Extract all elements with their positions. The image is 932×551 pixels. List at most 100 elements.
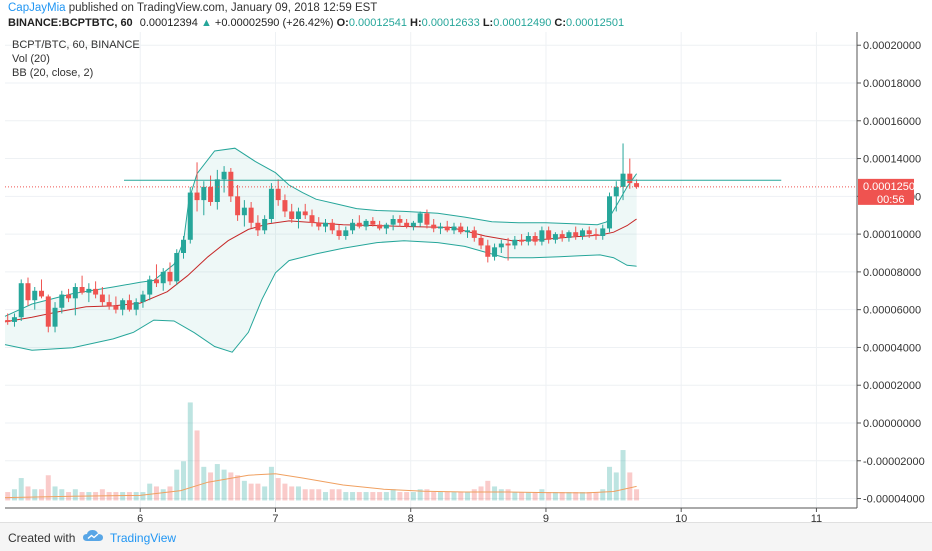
legend-bollinger[interactable]: BB (20, close, 2) <box>12 67 94 79</box>
candle-body <box>458 226 464 233</box>
volume-bar <box>383 492 389 501</box>
volume-bar <box>52 486 58 501</box>
candle-body <box>600 228 606 236</box>
volume-bar <box>634 489 640 501</box>
bollinger-upper <box>4 147 638 317</box>
high-label: H: <box>410 17 422 29</box>
volume-bar <box>5 492 11 501</box>
candle-body <box>93 288 99 295</box>
candle-body <box>519 239 525 242</box>
volume-bar <box>417 489 423 501</box>
volume-bar <box>289 486 295 501</box>
candle-body <box>323 222 329 227</box>
volume-bar <box>363 492 369 501</box>
volume-bar <box>579 492 585 501</box>
price-tick-label: 0.00014000 <box>863 154 921 166</box>
volume-bar <box>485 480 491 501</box>
publish-text: published on TradingView.com, January 09… <box>68 2 378 14</box>
volume-bar <box>214 464 220 501</box>
candle-body <box>221 171 227 180</box>
volume-bar <box>600 489 606 501</box>
volume-bar <box>167 486 173 501</box>
candle-body <box>174 253 180 282</box>
volume-bar <box>498 489 504 501</box>
symbol-label: BINANCE:BCPTBTC, 60 <box>8 17 133 29</box>
candle-body <box>11 317 17 322</box>
time-axis[interactable]: 6 7 8 9 10 11 <box>5 507 857 525</box>
candle-body <box>160 271 166 284</box>
high-value: 0.00012633 <box>421 17 480 29</box>
candle-body <box>552 234 558 240</box>
volume-bar <box>478 486 484 501</box>
volume-bar <box>187 402 193 501</box>
volume-bar <box>377 492 383 501</box>
candle-body <box>559 234 565 238</box>
candle-body <box>52 307 58 327</box>
candle-body <box>525 236 531 242</box>
open-label: O: <box>336 17 349 29</box>
volume-bar <box>140 492 146 501</box>
candle-body <box>532 236 538 242</box>
candle-body <box>5 320 11 322</box>
candle-body <box>133 302 139 310</box>
candle-body <box>485 245 491 257</box>
volume-bar <box>586 492 592 501</box>
price-tick-label: -0.00002000 <box>863 456 925 468</box>
volume-bar <box>444 492 450 501</box>
candle-body <box>498 243 504 248</box>
time-tick-label: 11 <box>811 513 822 522</box>
price-tag-countdown: 00:56 <box>877 194 905 206</box>
candle-body <box>302 211 308 216</box>
open-value: 0.00012541 <box>348 17 407 29</box>
price-chart[interactable]: 0.00020000 0.00018000 0.00016000 0.00014000… <box>0 32 932 525</box>
close-value: 0.00012501 <box>566 17 625 29</box>
candle-body <box>59 294 65 308</box>
volume-bar <box>262 486 268 501</box>
price-tick-label: 0.00000000 <box>863 418 921 430</box>
volume-bar <box>539 489 545 501</box>
volume-bar <box>559 492 565 501</box>
price-axis[interactable]: 0.00020000 0.00018000 0.00016000 0.00014000… <box>856 32 925 508</box>
price-tick-label: 0.00008000 <box>863 267 921 279</box>
candle-body <box>607 196 613 229</box>
price-tick-label: 0.00004000 <box>863 342 921 354</box>
volume-bar <box>573 492 579 501</box>
candle-body <box>255 222 261 231</box>
candle-body <box>410 222 416 227</box>
volume-bar <box>546 492 552 501</box>
candle-body <box>377 224 383 229</box>
candle-body <box>99 294 105 303</box>
candle-body <box>275 188 281 201</box>
candle-body <box>444 226 450 231</box>
publish-info: CapJayMia published on TradingView.com, … <box>8 2 377 14</box>
close-label: C: <box>554 17 567 29</box>
legend-volume[interactable]: Vol (20) <box>12 53 50 65</box>
tradingview-brand[interactable]: TradingView <box>110 531 177 545</box>
candle-body <box>153 279 159 284</box>
overlay-lines <box>5 179 857 188</box>
volume-bar <box>593 492 599 501</box>
candle-body <box>32 290 38 301</box>
legend-symbol[interactable]: BCPT/BTC, 60, BINANCE <box>12 39 140 51</box>
candle-body <box>181 239 187 253</box>
candle-body <box>147 279 153 295</box>
candle-body <box>282 200 288 212</box>
bollinger-fill <box>5 148 637 353</box>
author-link[interactable]: CapJayMia <box>8 2 66 14</box>
candle-body <box>356 222 362 227</box>
candle-body <box>492 247 498 257</box>
volume-bar <box>390 489 396 501</box>
candle-body <box>350 222 356 231</box>
volume-bar <box>323 492 329 501</box>
candle-body <box>566 232 572 238</box>
price-tag-value: 0.00012501 <box>863 181 921 193</box>
candle-body <box>235 196 241 216</box>
volume-bar <box>11 489 17 501</box>
volume-ma-line <box>4 473 637 499</box>
candle-body <box>370 220 376 225</box>
chart-area[interactable]: 0.00020000 0.00018000 0.00016000 0.00014000… <box>0 32 932 525</box>
volume-bar <box>241 480 247 501</box>
candle-body <box>228 171 234 197</box>
volume-bar <box>370 492 376 501</box>
candle-body <box>18 283 24 318</box>
